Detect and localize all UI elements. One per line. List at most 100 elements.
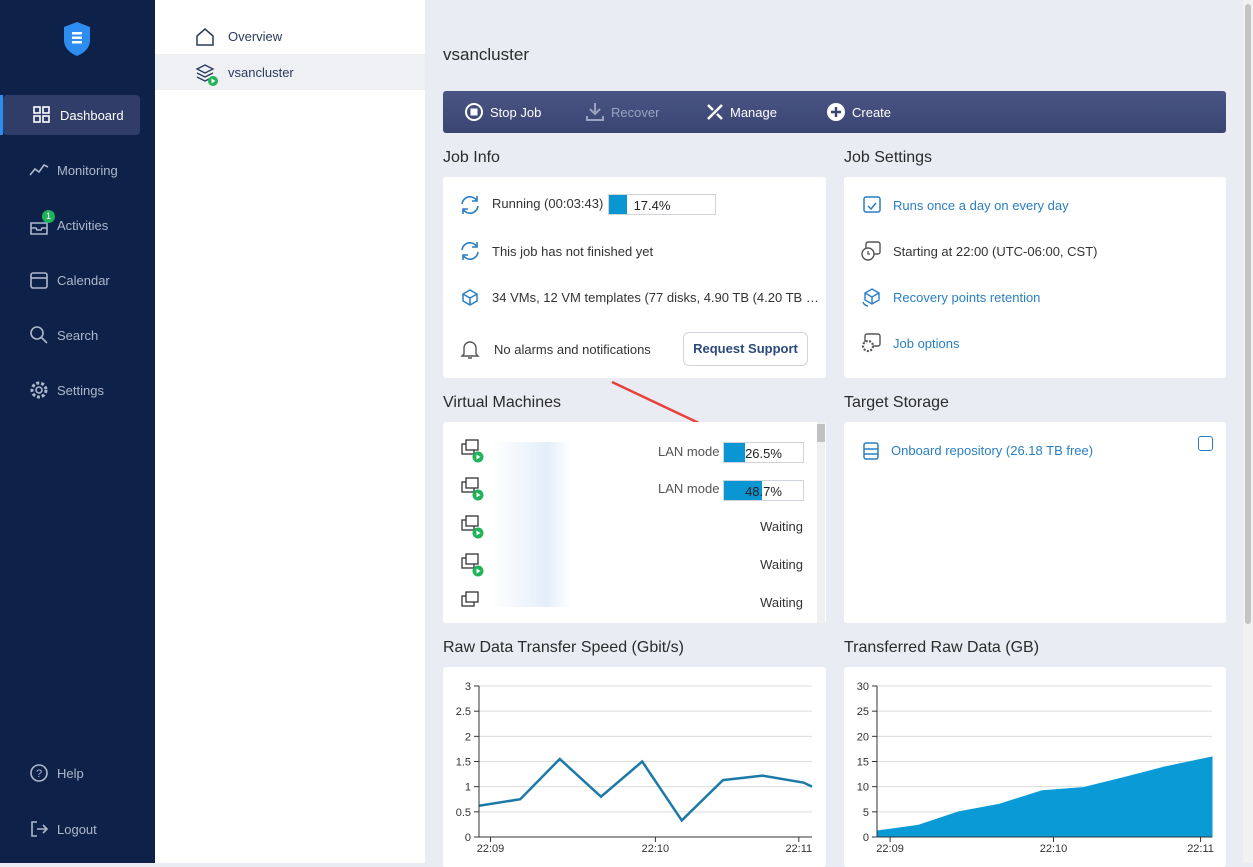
tree-item[interactable]: Overview [155, 18, 425, 54]
recover-button[interactable]: Recover [583, 91, 683, 133]
progress-fill [724, 443, 745, 462]
y-tick-label: 3 [465, 681, 471, 693]
vm-mode: LAN mode [658, 481, 720, 496]
x-tick-label: 22:11 [1187, 843, 1214, 855]
y-tick-label: 1 [465, 782, 471, 794]
y-tick-label: 2 [465, 731, 471, 743]
retention-link[interactable]: Recovery points retention [893, 290, 1041, 305]
button-label: Create [852, 105, 892, 120]
progress-fill [724, 481, 763, 500]
y-tick-label: 5 [863, 807, 869, 819]
vm-status: Waiting [760, 595, 803, 610]
page-title: vsancluster [443, 45, 529, 64]
start-time: Starting at 22:00 (UTC-06:00, CST) [893, 244, 1098, 259]
icon [861, 333, 881, 353]
chart-title: Transferred Raw Data (GB) [844, 639, 1040, 656]
stop-job-button[interactable]: Stop Job [463, 91, 563, 133]
nav-calendar[interactable]: Calendar [0, 260, 155, 300]
vm-icon [461, 591, 479, 607]
nav-label: Logout [57, 822, 97, 837]
y-tick-label: 1.5 [456, 757, 471, 769]
chart-title: Raw Data Transfer Speed (Gbit/s) [443, 639, 684, 656]
y-tick-label: 30 [857, 681, 869, 693]
create-button[interactable]: Create [826, 91, 926, 133]
nav-label: Help [57, 766, 84, 781]
nav-activities[interactable]: Activities 1 [0, 205, 155, 245]
x-tick-label: 22:10 [1040, 843, 1068, 855]
button-label: Stop Job [490, 105, 542, 120]
y-tick-label: 15 [857, 757, 869, 769]
nav-search[interactable]: Search [0, 315, 155, 355]
chart: 0 5 10 15 20 25 30 22:09 22:10 22:11 [857, 681, 1214, 855]
section-title: Job Info [443, 149, 500, 166]
job-settings-card: Runs once a day on every day Starting at… [844, 177, 1226, 378]
job-info-card: Running (00:03:43) 17.4% This job has no… [443, 177, 826, 378]
data-area [876, 756, 1213, 838]
nav-help[interactable]: ? Help [0, 753, 155, 793]
options-link[interactable]: Job options [893, 336, 960, 351]
button-label: Manage [730, 105, 777, 120]
chart-card: 0 0.5 1 1.5 2 2.5 3 22:09 22:10 22:11 [443, 667, 826, 867]
nav-monitoring[interactable]: Monitoring [0, 150, 155, 190]
icon [862, 288, 880, 307]
blurred-names [491, 442, 571, 607]
y-tick-label: 0 [863, 832, 869, 844]
job-status: Running (00:03:43) [492, 196, 604, 211]
chart: 0 0.5 1 1.5 2 2.5 3 22:09 22:10 22:11 [456, 681, 813, 855]
repository-link[interactable]: Onboard repository (26.18 TB free) [891, 443, 1094, 458]
nav-label: Activities [57, 218, 109, 233]
target-storage-card: Onboard repository (26.18 TB free) [844, 422, 1226, 623]
icon [863, 196, 881, 213]
button-label: Recover [611, 105, 660, 120]
badge: 1 [42, 210, 55, 223]
section-title: Target Storage [844, 394, 949, 411]
progress-bar: 48.7% [723, 480, 804, 501]
nav-label: Settings [57, 383, 104, 398]
nav-logout[interactable]: Logout [0, 809, 155, 849]
section-title: Job Settings [844, 149, 933, 166]
nav-label: Search [57, 328, 99, 343]
icon [460, 341, 480, 359]
logo [64, 22, 90, 56]
vm-mode: LAN mode [658, 444, 720, 459]
scrollbar [817, 422, 825, 623]
nav-label: Calendar [57, 273, 110, 288]
x-tick-label: 22:11 [785, 843, 812, 855]
nav-label: Monitoring [57, 163, 118, 178]
progress-fill [609, 195, 628, 214]
chart-card: 0 5 10 15 20 25 30 22:09 22:10 22:11 [844, 667, 1226, 867]
tree-label: vsancluster [228, 65, 294, 80]
x-tick-label: 22:09 [876, 843, 904, 855]
y-tick-label: 0.5 [456, 807, 471, 819]
progress-label: 17.4% [633, 198, 671, 213]
page-scrollbar [1243, 0, 1253, 863]
vm-icon [461, 553, 484, 577]
nav-label: Dashboard [60, 108, 124, 123]
vm-status: Waiting [760, 557, 803, 572]
icon [462, 289, 478, 306]
manage-button[interactable]: Manage [703, 91, 803, 133]
nav-settings[interactable]: Settings [0, 370, 155, 410]
tree-label: Overview [228, 29, 283, 44]
icon [863, 442, 879, 460]
icon [461, 196, 479, 214]
progress-label: 48.7% [745, 484, 782, 499]
checkbox[interactable] [1198, 436, 1213, 451]
vm-icon [461, 477, 484, 501]
vm-icon [461, 515, 484, 539]
progress-bar: 17.4% [608, 194, 716, 215]
request-support-button[interactable]: Request Support [683, 332, 808, 366]
tree-item[interactable]: vsancluster [155, 54, 425, 90]
progress-bar: 26.5% [723, 442, 804, 463]
schedule-link[interactable]: Runs once a day on every day [893, 198, 1069, 213]
sidebar: Dashboard Monitoring Activities 1 Calend… [0, 0, 155, 863]
x-tick-label: 22:10 [642, 843, 670, 855]
icon [861, 241, 881, 261]
job-objects: 34 VMs, 12 VM templates (77 disks, 4.90 … [492, 290, 819, 305]
tree-panel: Overview vsancluster [155, 0, 425, 863]
nav-dashboard[interactable]: Dashboard [0, 95, 140, 135]
job-alarms: No alarms and notifications [494, 342, 651, 357]
x-tick-label: 22:09 [477, 843, 505, 855]
vm-card: LAN mode 26.5% LAN mode 48.7% Waiting Wa… [443, 422, 826, 623]
